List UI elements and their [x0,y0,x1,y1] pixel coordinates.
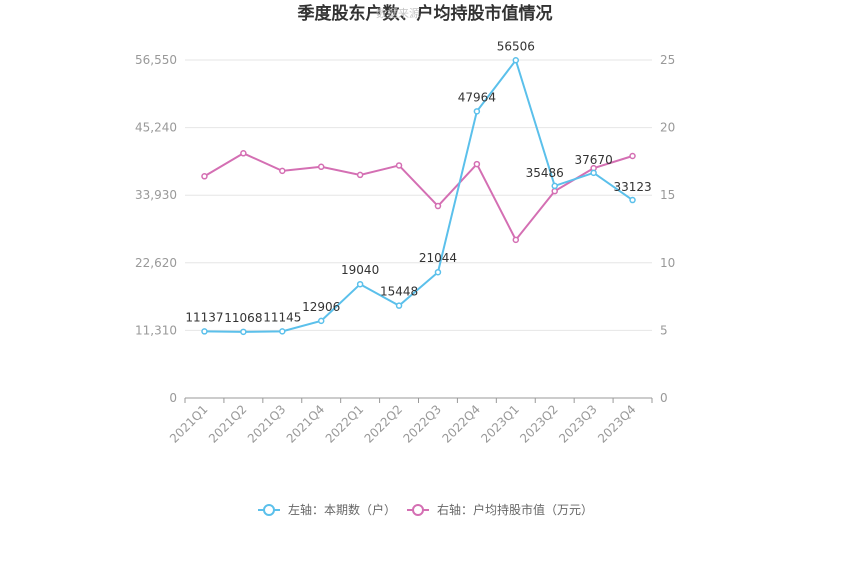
data-point-0 [512,57,520,64]
data-label: 11137 [185,310,223,324]
x-tick-label: 2022Q4 [439,402,483,446]
data-point-0 [279,328,286,335]
x-tick-label: 2021Q4 [284,402,328,446]
data-label: 15448 [380,285,418,299]
watermark-text: 数据来源 [376,6,420,20]
legend-swatch-marker-1 [412,504,424,516]
legend-label-1: 右轴：户均持股市值（万元） [437,502,593,517]
chart-title: 季度股东户数、户均持股市值情况 [298,3,553,24]
data-point-1 [395,162,403,169]
data-point-0 [240,328,247,336]
data-point-1 [317,163,325,171]
data-point-1 [279,167,286,175]
right-tick-label: 15 [660,188,675,202]
x-tick-label: 2023Q4 [595,402,639,446]
data-point-0 [434,268,442,276]
left-tick-label: 11,310 [135,323,177,337]
data-label: 12906 [302,300,340,314]
data-point-0 [395,302,403,309]
data-label: 11145 [263,310,301,324]
data-label: 37670 [575,153,613,167]
data-point-0 [590,169,597,177]
data-label: 47964 [458,90,496,104]
data-point-1 [434,202,442,210]
x-tick-label: 2022Q3 [401,402,445,446]
right-tick-label: 0 [660,391,668,405]
legend-swatch-marker-0 [263,504,275,516]
series-line-0 [204,58,634,333]
data-point-1 [629,152,636,160]
x-tick-label: 2021Q2 [206,402,250,446]
data-label: 11068 [224,311,262,325]
series-line-1 [203,152,633,242]
right-tick-label: 10 [660,256,675,270]
data-point-1 [551,187,558,195]
data-point-0 [629,196,636,204]
right-tick-label: 25 [660,53,675,67]
left-tick-label: 33,930 [135,188,177,202]
data-label: 21044 [419,251,457,265]
data-point-0 [356,280,364,288]
right-tick-label: 20 [660,121,675,135]
data-point-1 [473,160,481,168]
data-label: 35486 [526,166,564,180]
x-tick-label: 2023Q2 [517,402,561,446]
data-point-0 [551,182,558,190]
data-point-0 [201,328,208,335]
x-tick-label: 2023Q1 [478,402,522,446]
legend-label-0: 左轴：本期数（户） [288,502,396,517]
left-tick-label: 0 [169,391,177,405]
x-tick-label: 2021Q3 [245,402,289,446]
right-tick-label: 5 [660,323,668,337]
data-point-0 [473,108,481,115]
x-tick-label: 2022Q1 [323,402,367,446]
left-tick-label: 45,240 [135,121,177,135]
data-label: 56506 [497,39,535,53]
x-tick-label: 2022Q2 [362,402,406,446]
x-tick-label: 2021Q1 [167,402,211,446]
left-tick-label: 22,620 [135,256,177,270]
data-label: 33123 [613,180,651,194]
data-point-0 [317,317,325,325]
data-point-1 [356,171,364,179]
data-point-1 [201,173,208,180]
x-tick-label: 2023Q3 [556,402,600,446]
data-label: 19040 [341,263,379,277]
data-point-1 [240,150,247,157]
left-tick-label: 56,550 [135,53,177,67]
data-point-1 [512,236,520,244]
